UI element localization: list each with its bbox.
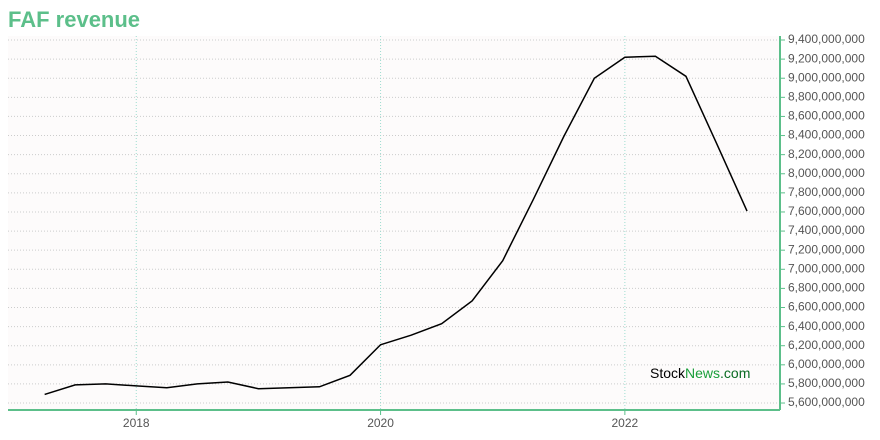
y-tick-label: 6,800,000,000 [788, 281, 865, 295]
x-tick-label: 2020 [367, 416, 394, 430]
watermark-part: News [685, 365, 720, 381]
y-tick-label: 6,400,000,000 [788, 319, 865, 333]
y-tick-label: 8,200,000,000 [788, 147, 865, 161]
y-tick-label: 8,400,000,000 [788, 128, 865, 142]
y-tick-label: 8,600,000,000 [788, 109, 865, 123]
y-tick-label: 7,800,000,000 [788, 185, 865, 199]
y-tick-label: 8,800,000,000 [788, 90, 865, 104]
y-tick-label: 5,800,000,000 [788, 376, 865, 390]
y-tick-label: 9,000,000,000 [788, 70, 865, 84]
y-tick-label: 6,600,000,000 [788, 300, 865, 314]
y-tick-label: 6,200,000,000 [788, 338, 865, 352]
y-tick-label: 7,000,000,000 [788, 261, 865, 275]
watermark-part: Stock [650, 365, 686, 381]
y-tick-label: 8,000,000,000 [788, 166, 865, 180]
y-tick-label: 7,600,000,000 [788, 204, 865, 218]
y-tick-label: 7,200,000,000 [788, 242, 865, 256]
y-tick-label: 9,400,000,000 [788, 32, 865, 46]
x-tick-label: 2022 [612, 416, 639, 430]
line [44, 55, 748, 396]
y-tick-label: 6,000,000,000 [788, 357, 865, 371]
plot-area [8, 36, 780, 410]
x-tick-label: 2018 [123, 416, 150, 430]
chart-title: FAF revenue [8, 7, 140, 32]
watermark-part: .com [720, 365, 750, 381]
y-tick-label: 5,600,000,000 [788, 395, 865, 409]
y-tick-label: 9,200,000,000 [788, 51, 865, 65]
y-tick-label: 7,400,000,000 [788, 223, 865, 237]
watermark: StockNews.com [650, 365, 750, 381]
